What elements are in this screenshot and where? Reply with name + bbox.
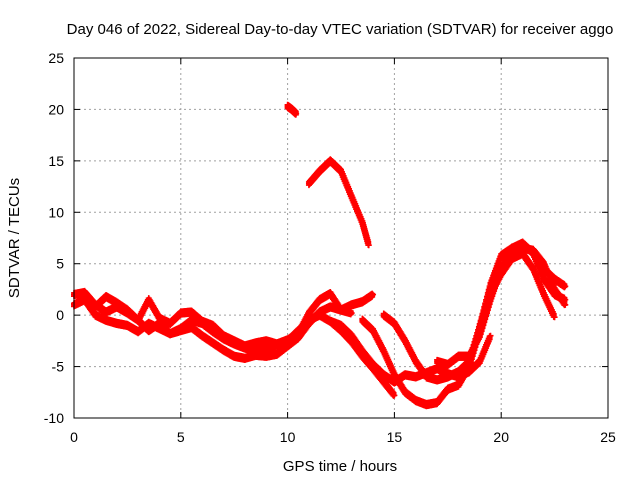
grid-lines bbox=[74, 58, 608, 418]
data-points bbox=[71, 101, 569, 410]
